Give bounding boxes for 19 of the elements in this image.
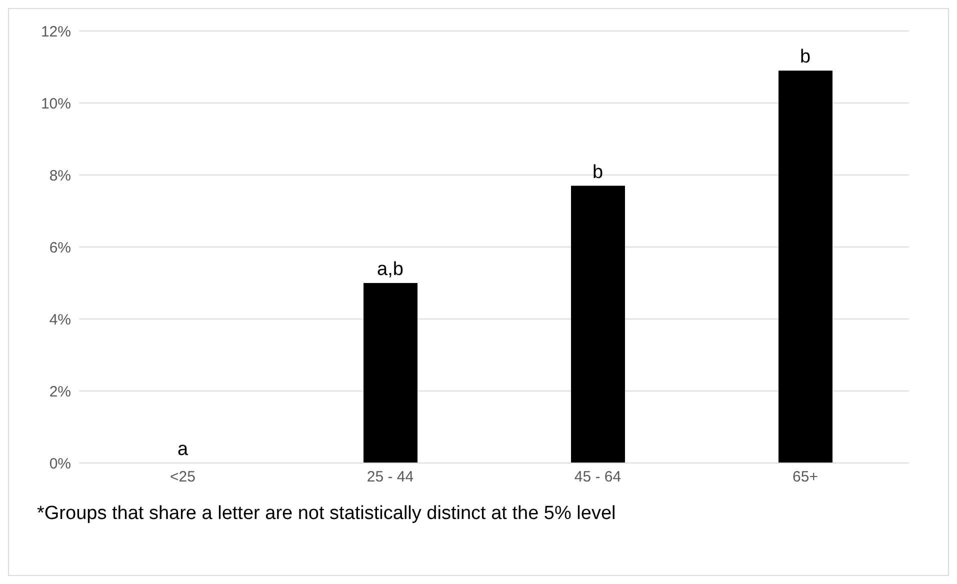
bar (571, 186, 625, 463)
y-tick-label: 12% (40, 23, 71, 40)
annotation: a (177, 439, 188, 460)
y-tick-label: 2% (49, 383, 71, 400)
bar (778, 70, 832, 463)
x-tick-label: 45 - 64 (574, 468, 622, 486)
x-tick-label: <25 (170, 468, 196, 486)
x-tick-label: 25 - 44 (366, 468, 414, 486)
text: *Groups that share a letter are not statistically distinct at the 5% level (37, 503, 616, 525)
y-tick-label: 0% (49, 455, 71, 472)
y-tick-label: 4% (49, 311, 71, 328)
annotation: b (592, 162, 604, 183)
y-tick-label: 10% (40, 95, 71, 112)
x-tick-label: 65+ (792, 468, 818, 486)
bar (364, 283, 418, 463)
annotation: a,b (377, 259, 404, 280)
annotation: b (800, 46, 811, 68)
y-tick-label: 8% (49, 167, 71, 184)
y-tick-label: 6% (49, 239, 71, 256)
